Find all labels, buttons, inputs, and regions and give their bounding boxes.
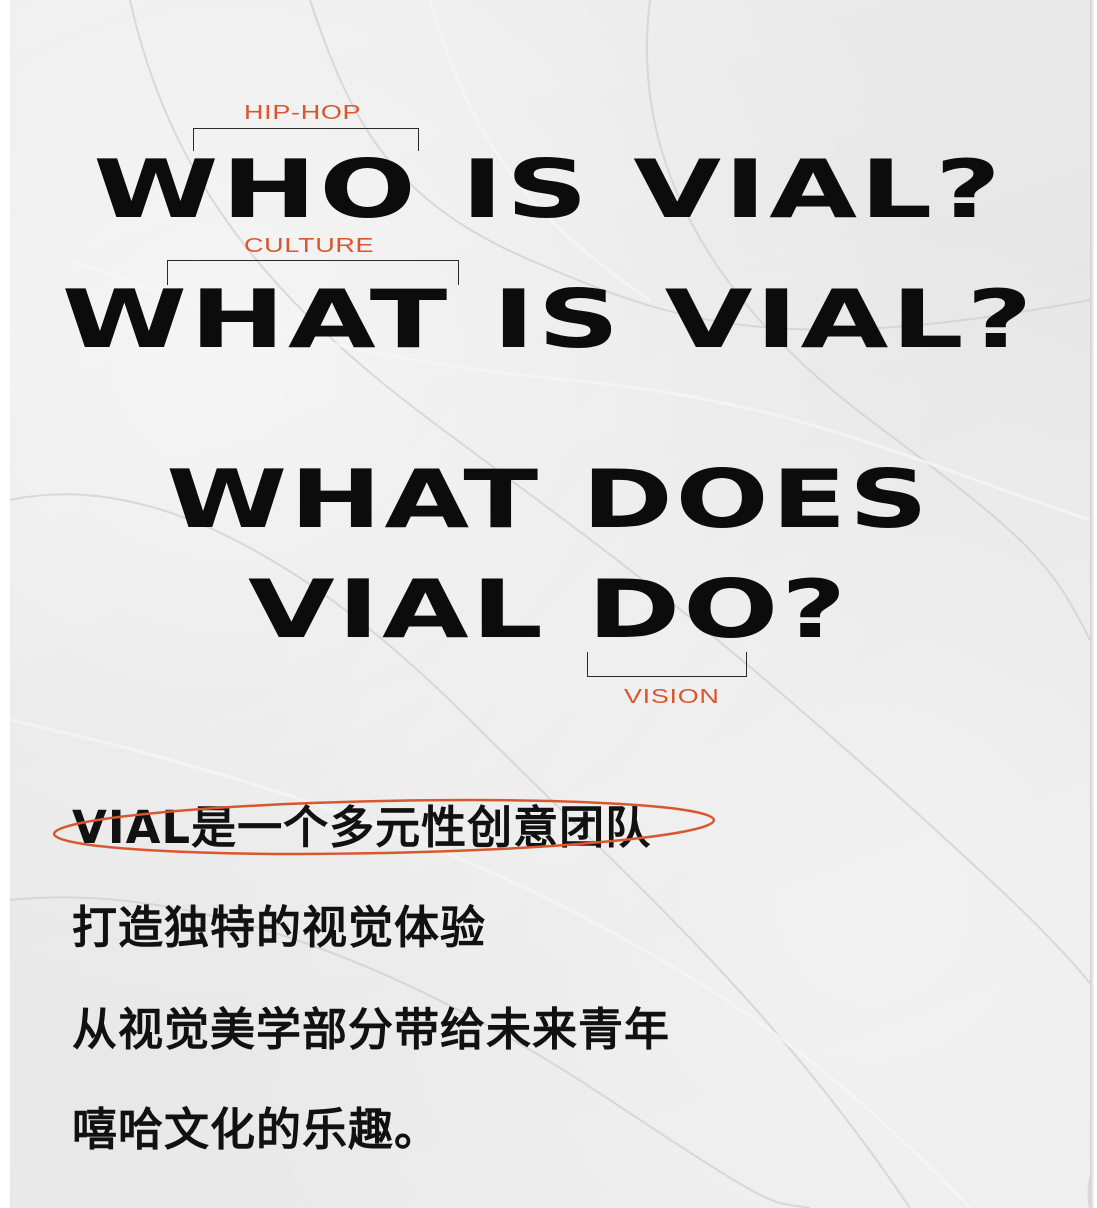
- tag-hiphop: HIP-HOP: [244, 102, 361, 125]
- highlight-ellipse: [50, 790, 730, 870]
- body-line-2: 打造独特的视觉体验: [72, 902, 486, 954]
- bracket-vision: [587, 652, 747, 677]
- headline-who-is-vial: WHO IS VIAL?: [0, 150, 1097, 230]
- tag-vision: VISION: [624, 686, 720, 709]
- body-line-3: 从视觉美学部分带给未来青年: [72, 1004, 670, 1056]
- headline-what-does: WHAT DOES: [0, 460, 1097, 540]
- tag-culture: CULTURE: [244, 235, 374, 258]
- headline-what-is-vial: WHAT IS VIAL?: [0, 280, 1097, 360]
- headline-vial-do: VIAL DO?: [0, 570, 1097, 650]
- body-line-4: 嘻哈文化的乐趣。: [72, 1104, 440, 1156]
